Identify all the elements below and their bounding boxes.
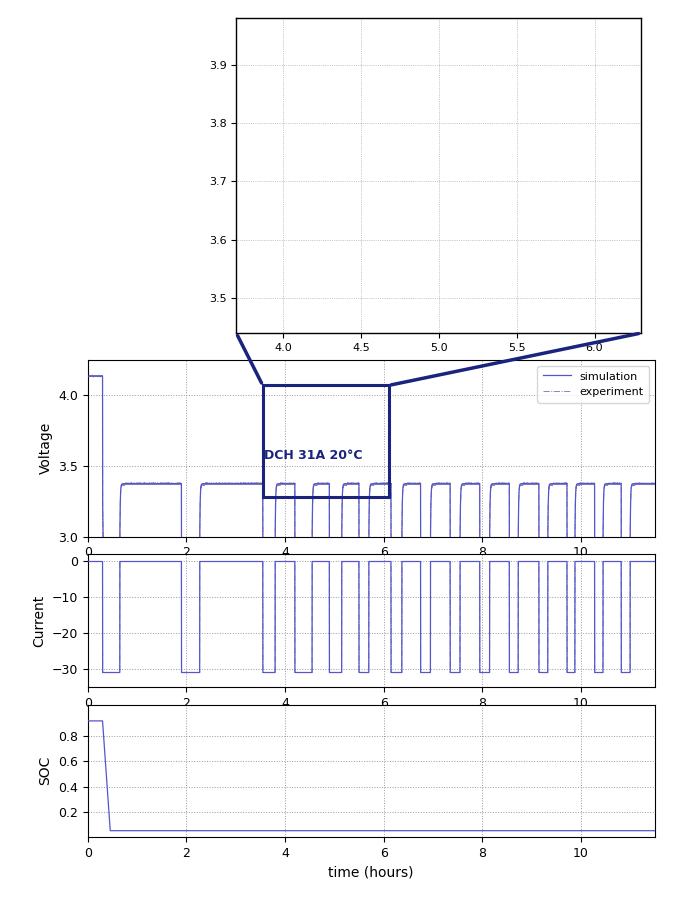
simulation bbox=[373, 478, 381, 489]
experiment bbox=[396, 653, 404, 664]
simulation bbox=[651, 478, 659, 489]
experiment bbox=[88, 370, 97, 381]
experiment bbox=[143, 478, 151, 489]
Y-axis label: SOC: SOC bbox=[38, 756, 53, 786]
simulation bbox=[84, 371, 92, 382]
Y-axis label: Current: Current bbox=[32, 595, 46, 647]
simulation bbox=[550, 478, 558, 489]
experiment bbox=[651, 478, 659, 489]
Bar bbox=[263, 385, 389, 497]
experiment bbox=[373, 478, 381, 489]
Legend: simulation, experiment: simulation, experiment bbox=[537, 365, 649, 402]
X-axis label: time (hours): time (hours) bbox=[329, 865, 414, 879]
Line: experiment: experiment bbox=[88, 375, 655, 660]
simulation bbox=[396, 653, 404, 664]
simulation bbox=[88, 371, 96, 382]
experiment bbox=[84, 371, 92, 382]
simulation bbox=[394, 653, 402, 664]
experiment bbox=[394, 653, 402, 664]
experiment bbox=[305, 654, 313, 665]
experiment bbox=[550, 478, 558, 489]
experiment bbox=[88, 371, 96, 382]
Line: simulation: simulation bbox=[88, 376, 655, 659]
simulation bbox=[143, 478, 151, 489]
Y-axis label: Voltage: Voltage bbox=[38, 422, 53, 474]
Text: DCH 31A 20°C: DCH 31A 20°C bbox=[264, 449, 362, 462]
simulation bbox=[113, 653, 121, 664]
